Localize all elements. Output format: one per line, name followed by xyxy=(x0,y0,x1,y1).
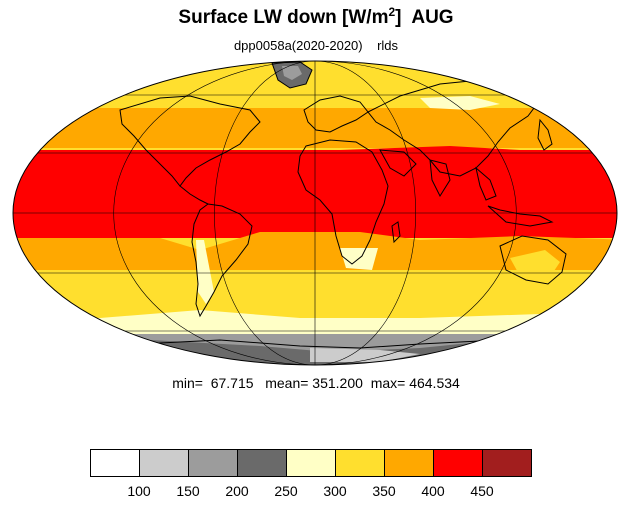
color-legend-label: 200 xyxy=(225,483,249,499)
coast-madagascar xyxy=(391,221,401,244)
coast-europe xyxy=(303,95,369,133)
band-southern-pale xyxy=(13,310,617,334)
coast-india xyxy=(429,159,451,198)
meridian-line xyxy=(214,61,416,365)
band-south-mid xyxy=(13,232,617,270)
title-superscript: 2 xyxy=(388,5,396,19)
color-legend-box xyxy=(433,449,483,477)
color-legend-box xyxy=(384,449,434,477)
color-legend-box xyxy=(286,449,336,477)
color-legend-label: 450 xyxy=(470,483,494,499)
coast-indonesia xyxy=(487,205,554,227)
color-legend-box xyxy=(139,449,189,477)
map-field xyxy=(13,61,617,365)
plot-subtitle: dpp0058a(2020-2020) rlds xyxy=(0,38,632,54)
variable-label: rlds xyxy=(377,38,399,53)
color-legend-box xyxy=(237,449,287,477)
coast-japan xyxy=(537,118,553,151)
color-legend-box xyxy=(335,449,385,477)
band-antarctica-3 xyxy=(310,348,420,362)
south-pale-australia xyxy=(510,250,560,280)
min-value: 67.715 xyxy=(210,375,254,391)
north-pale-siberia xyxy=(420,96,500,110)
globe-border xyxy=(12,60,618,366)
color-legend-label: 300 xyxy=(323,483,347,499)
color-legend-box xyxy=(188,449,238,477)
color-legend-label: 100 xyxy=(127,483,151,499)
coast-new-zealand xyxy=(581,281,595,301)
experiment-label: dpp0058a(2020-2020) xyxy=(233,38,363,53)
color-legend-box xyxy=(90,449,140,477)
coast-greenland xyxy=(271,61,313,89)
color-legend-label: 350 xyxy=(372,483,396,499)
coast-africa xyxy=(297,139,389,265)
title-text: Surface LW down [W/m xyxy=(178,7,389,28)
plot-title: Surface LW down [W/m2] AUG xyxy=(0,6,632,30)
max-label: max= xyxy=(370,375,406,391)
coast-central-america xyxy=(179,185,209,205)
north-pale-tibet xyxy=(430,124,490,140)
title-suffix: ] AUG xyxy=(395,7,454,28)
mean-label: mean= xyxy=(265,375,309,391)
coast-arabia xyxy=(379,149,417,177)
coast-north-america xyxy=(119,95,261,187)
coast-australia xyxy=(499,235,567,285)
max-value: 464.534 xyxy=(409,375,460,391)
coast-south-america xyxy=(191,203,253,318)
color-legend-label: 400 xyxy=(421,483,445,499)
color-legend xyxy=(90,449,532,477)
south-pale-andes xyxy=(196,240,214,304)
band-north-mid xyxy=(13,108,617,148)
mean-value: 351.200 xyxy=(312,375,363,391)
coast-southeast-asia xyxy=(475,166,497,201)
meridian-line xyxy=(113,61,517,365)
color-legend-label: 150 xyxy=(176,483,200,499)
color-legend-label: 250 xyxy=(274,483,298,499)
field-statistics: min= 67.715 mean= 351.200 max= 464.534 xyxy=(0,374,632,392)
color-legend-box xyxy=(482,449,532,477)
color-legend-labels: 100 150 200 250 300 350 400 450 xyxy=(0,482,632,502)
min-label: min= xyxy=(172,375,203,391)
arctic-greenland-inner xyxy=(282,66,302,80)
